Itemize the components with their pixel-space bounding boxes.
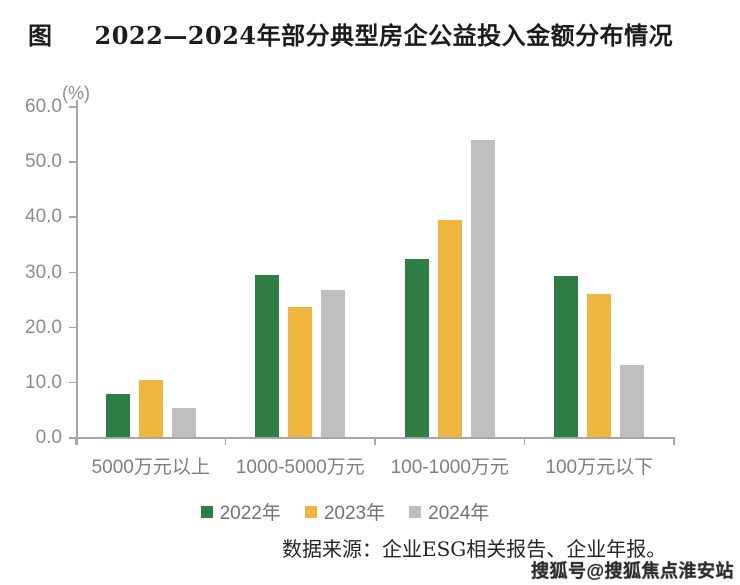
data-source-note: 数据来源：企业ESG相关报告、企业年报。 (282, 537, 667, 561)
legend-item-2023年: 2023年 (304, 498, 386, 525)
x-tick-mark (224, 437, 227, 445)
y-tick-mark (69, 437, 76, 439)
legend-swatch-icon (200, 505, 213, 518)
y-tick-mark (69, 106, 76, 108)
figure-label: 图 (28, 21, 53, 50)
bar-2022年-100万元以下 (554, 275, 579, 437)
legend-label: 2022年 (219, 503, 281, 524)
bar-2024年-5000万元以上 (171, 408, 196, 437)
y-tick-label: 60.0 (25, 96, 62, 117)
y-axis-line (76, 100, 78, 445)
y-tick-mark (69, 381, 76, 384)
y-tick-mark (69, 216, 76, 218)
bar-2022年-1000-5000万元 (255, 274, 280, 437)
chart-title: 图 2022—2024年部分典型房企公益投入金额分布情况 (28, 16, 718, 51)
x-category-label: 5000万元以上 (91, 457, 210, 478)
legend-swatch-icon (304, 505, 317, 518)
y-tick-mark (69, 271, 76, 273)
legend: 2022年 2023年 2024年 (0, 498, 690, 525)
x-tick-mark (75, 437, 77, 445)
legend-swatch-icon (409, 505, 422, 518)
bar-2022年-5000万元以上 (105, 393, 130, 437)
legend-label: 2023年 (323, 503, 386, 524)
bar-2023年-5000万元以上 (138, 380, 163, 437)
x-tick-mark (374, 437, 376, 445)
x-category-label: 1000-5000万元 (235, 457, 365, 478)
y-tick-mark (69, 161, 76, 163)
x-category-label: 100万元以下 (545, 457, 654, 478)
y-axis-unit-label: (%) (62, 83, 90, 103)
x-tick-mark (523, 437, 526, 445)
x-tick-mark (673, 437, 675, 445)
bar-2023年-1000-5000万元 (288, 307, 313, 437)
watermark-text: 搜狐号@搜狐焦点淮安站 (531, 561, 735, 581)
y-tick-label: 20.0 (25, 316, 62, 338)
y-tick-label: 10.0 (25, 371, 62, 393)
legend-label: 2024年 (428, 503, 490, 524)
legend-item-2022年: 2022年 (200, 498, 281, 525)
bar-2023年-100万元以下 (587, 294, 612, 437)
bar-2024年-100万元以下 (620, 365, 645, 437)
y-tick-mark (69, 326, 76, 329)
bar-2024年-100-1000万元 (470, 140, 495, 437)
y-tick-label: 50.0 (25, 151, 62, 173)
y-tick-label: 0.0 (35, 427, 62, 448)
bar-2022年-100-1000万元 (404, 258, 429, 437)
bar-2023年-100-1000万元 (437, 220, 462, 437)
legend-item-2024年: 2024年 (409, 498, 489, 525)
x-category-label: 100-1000万元 (390, 457, 509, 478)
figure-title-text: 2022—2024年部分典型房企公益投入金额分布情况 (94, 21, 674, 50)
bar-2024年-1000-5000万元 (321, 289, 346, 437)
y-tick-label: 30.0 (25, 261, 62, 283)
y-tick-label: 40.0 (25, 206, 62, 228)
